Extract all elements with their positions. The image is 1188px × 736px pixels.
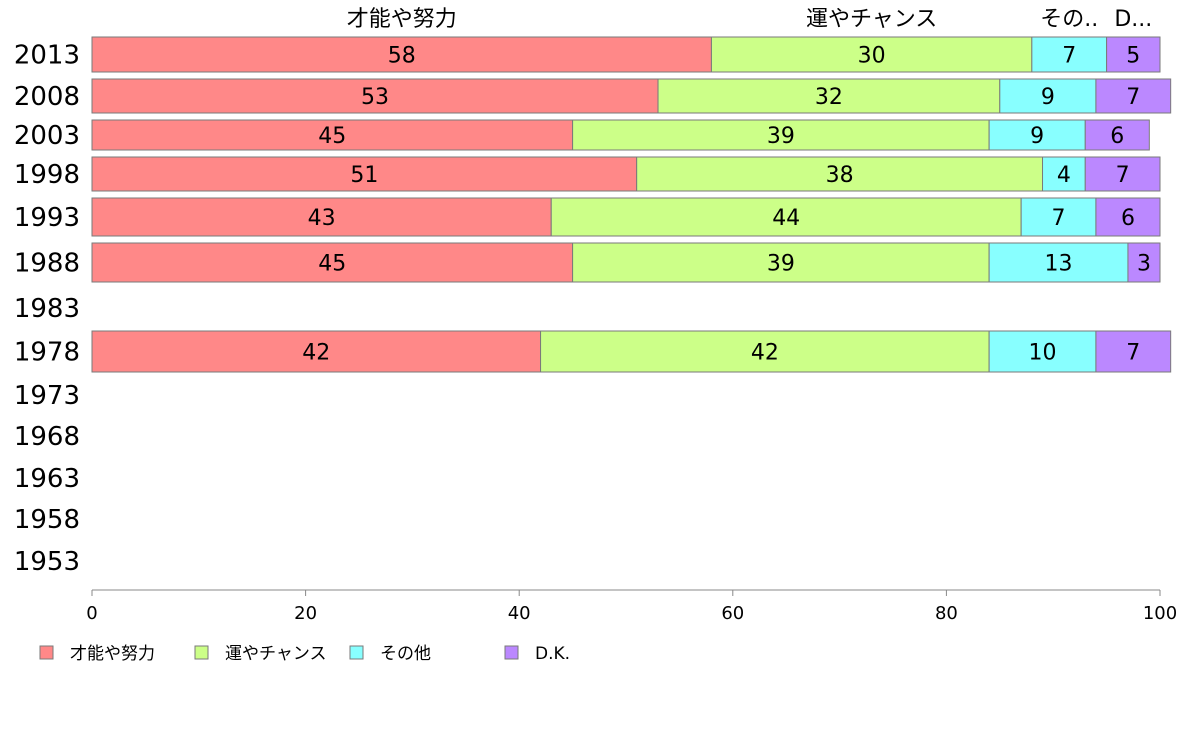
data-label: 43 <box>308 206 336 231</box>
data-label: 10 <box>1029 341 1057 366</box>
bar-segment <box>91 197 552 237</box>
bar-segment <box>657 78 1001 114</box>
bar-segment <box>1095 78 1172 114</box>
top-label-3: D... <box>1114 7 1152 32</box>
bar-segment <box>636 156 1044 192</box>
data-label: 39 <box>767 252 795 277</box>
bar-segment <box>91 78 659 114</box>
bar-segment <box>988 242 1129 283</box>
data-label: 53 <box>361 85 389 110</box>
data-label: 39 <box>767 124 795 149</box>
bar-segment <box>91 156 638 192</box>
bar-segment <box>572 119 990 151</box>
data-label: 9 <box>1041 85 1055 110</box>
bar-segment <box>1106 36 1161 73</box>
data-label: 6 <box>1121 206 1135 231</box>
y-tick-label: 1983 <box>14 294 80 324</box>
data-label: 6 <box>1110 124 1124 149</box>
bar-segment <box>1031 36 1108 73</box>
bar-segment <box>710 36 1033 73</box>
bar-segment <box>1020 197 1097 237</box>
legend-label: 運やチャンス <box>225 644 327 664</box>
bar-segment <box>91 242 574 283</box>
data-label: 42 <box>751 341 779 366</box>
data-label: 51 <box>350 163 378 188</box>
x-tick-label: 100 <box>1143 603 1177 624</box>
y-tick-label: 1963 <box>14 464 80 494</box>
top-label-2: その.. <box>1040 7 1098 32</box>
legend-label: 才能や努力 <box>70 644 155 664</box>
data-label: 7 <box>1052 206 1066 231</box>
y-tick-label: 1973 <box>14 381 80 411</box>
data-label: 7 <box>1062 44 1076 69</box>
data-label: 45 <box>318 252 346 277</box>
data-label: 58 <box>388 44 416 69</box>
x-tick-label: 20 <box>294 603 317 624</box>
legend-label: D.K. <box>535 644 570 664</box>
bar-segment <box>91 330 542 373</box>
data-label: 4 <box>1057 163 1071 188</box>
bar-segment <box>1084 156 1161 192</box>
y-tick-label: 2003 <box>14 121 80 151</box>
y-tick-label: 1958 <box>14 505 80 535</box>
x-tick-label: 40 <box>508 603 531 624</box>
x-tick-label: 80 <box>935 603 958 624</box>
data-label: 13 <box>1045 252 1073 277</box>
legend: 才能や努力 運やチャンス その他 D.K. <box>39 644 570 664</box>
bar-segment <box>550 197 1022 237</box>
y-tick-label: 1978 <box>14 338 80 368</box>
data-label: 5 <box>1126 44 1140 69</box>
data-label: 7 <box>1116 163 1130 188</box>
bar-segment <box>572 242 990 283</box>
data-label: 7 <box>1126 85 1140 110</box>
y-tick-label: 2008 <box>14 82 80 112</box>
top-label-1: 運やチャンス <box>806 7 937 32</box>
top-label-0: 才能や努力 <box>347 7 457 32</box>
bars: 58 30 7 553 32 9 745 39 9 651 38 4 743 44 7 645 39 13 342 4… <box>91 36 1172 373</box>
data-label: 9 <box>1030 124 1044 149</box>
legend-swatch <box>194 645 209 660</box>
bar-segment <box>91 36 712 73</box>
bar-segment <box>1084 119 1150 151</box>
bar-segment <box>91 119 574 151</box>
y-axis-ticks: 2013 2008 2003 1998 1993 1988 1983 1978 1973 1968… <box>14 41 80 578</box>
data-label: 7 <box>1126 341 1140 366</box>
top-series-labels: 才能や努力 運やチャンス その.. D... <box>347 7 1153 32</box>
data-label: 32 <box>815 85 843 110</box>
data-label: 3 <box>1137 252 1151 277</box>
data-label: 38 <box>826 163 854 188</box>
y-tick-label: 2013 <box>14 41 80 71</box>
legend-swatch <box>349 645 364 660</box>
bar-segment <box>1127 242 1161 283</box>
y-tick-label: 1953 <box>14 547 80 577</box>
y-tick-label: 1993 <box>14 203 80 233</box>
x-axis: 0 20 40 60 80 100 <box>86 589 1177 624</box>
legend-label: その他 <box>380 644 431 664</box>
y-tick-label: 1968 <box>14 422 80 452</box>
data-label: 30 <box>858 44 886 69</box>
x-tick-label: 0 <box>86 603 97 624</box>
data-label: 45 <box>318 124 346 149</box>
y-tick-label: 1998 <box>14 160 80 190</box>
x-tick-label: 60 <box>721 603 744 624</box>
bar-segment <box>999 78 1097 114</box>
bar-segment <box>1095 197 1161 237</box>
legend-swatch <box>39 645 54 660</box>
bar-segment <box>988 330 1097 373</box>
legend-swatch <box>504 645 519 660</box>
data-label: 44 <box>772 206 800 231</box>
bar-segment <box>1095 330 1172 373</box>
y-tick-label: 1988 <box>14 249 80 279</box>
data-label: 42 <box>302 341 330 366</box>
